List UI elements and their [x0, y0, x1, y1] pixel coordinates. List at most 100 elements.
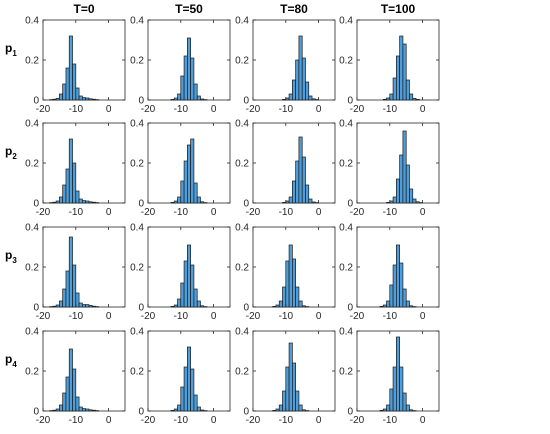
- svg-text:p1: p1: [5, 41, 17, 58]
- histogram-bar: [402, 130, 407, 204]
- x-tick-label: -10: [174, 104, 189, 115]
- histogram-bar: [55, 304, 60, 308]
- histogram-bar: [295, 390, 300, 412]
- histogram-bar: [382, 99, 387, 101]
- x-tick-label: 0: [420, 207, 426, 218]
- histogram-panel: -20 -10 0 0 0.2 0.4: [25, 327, 126, 426]
- y-tick-label: 0.4: [25, 327, 39, 338]
- x-tick-label: -20: [36, 415, 51, 426]
- histogram-bar: [88, 201, 93, 204]
- histogram-bar: [65, 270, 70, 308]
- histogram-bar: [170, 202, 175, 204]
- y-tick-label: 0.4: [25, 119, 39, 130]
- histogram-bar: [301, 156, 306, 204]
- histogram-bar: [75, 292, 80, 308]
- x-tick-label: -10: [279, 415, 294, 426]
- histogram-bar: [402, 288, 407, 308]
- row-label: p4: [5, 352, 17, 369]
- histogram-bar: [379, 410, 384, 412]
- histogram-bar: [193, 394, 198, 412]
- y-tick-label: 0: [347, 407, 353, 418]
- axes-box: [42, 226, 126, 308]
- histogram-bar: [196, 406, 201, 412]
- histogram-bar: [52, 201, 57, 204]
- y-tick-label: 0.4: [235, 223, 249, 234]
- histogram-bar: [78, 406, 83, 412]
- x-tick-label: -10: [279, 207, 294, 218]
- y-tick-label: 0: [33, 303, 39, 314]
- y-tick-label: 0: [33, 199, 39, 210]
- histogram-panel: -20 -10 0 0 0.2 0.4: [25, 223, 126, 322]
- y-tick-label: 0.2: [25, 367, 39, 378]
- y-tick-label: 0.4: [339, 223, 353, 234]
- y-tick-label: 0: [243, 407, 249, 418]
- histogram-bar: [389, 284, 394, 308]
- histogram-bar: [170, 99, 175, 101]
- histogram-bar: [88, 98, 93, 101]
- y-tick-label: 0.4: [25, 16, 39, 27]
- histogram-bar: [285, 200, 290, 204]
- svg-text:p2: p2: [5, 144, 17, 161]
- histogram-bar: [282, 390, 287, 412]
- histogram-bar: [190, 57, 195, 101]
- histogram-bar: [200, 201, 205, 204]
- histogram-panel: -20 -10 0 0 0.2 0.4: [339, 327, 440, 426]
- histogram-bar: [196, 196, 201, 204]
- histogram-bar: [298, 136, 303, 204]
- x-tick-label: -20: [141, 415, 156, 426]
- histogram-bar: [288, 244, 293, 308]
- y-tick-label: 0.2: [130, 159, 144, 170]
- histogram-panel: -20 -10 0 0 0.2 0.4: [235, 16, 336, 115]
- x-tick-label: 0: [106, 207, 112, 218]
- histogram-bar: [55, 98, 60, 101]
- x-tick-label: -20: [246, 311, 261, 322]
- histogram-panel: -20 -10 0 0 0.2 0.4: [339, 16, 440, 115]
- histogram-bar: [272, 410, 277, 412]
- histogram-bar: [386, 97, 391, 101]
- y-tick-label: 0.2: [235, 367, 249, 378]
- x-tick-label: 0: [316, 104, 322, 115]
- row-label: p1: [5, 41, 17, 58]
- histogram-panel: -20 -10 0 0 0.2 0.4: [130, 16, 231, 115]
- histogram-bar: [288, 196, 293, 204]
- histogram-bar: [305, 81, 310, 101]
- histogram-bar: [200, 305, 205, 308]
- y-tick-label: 0.2: [130, 263, 144, 274]
- x-tick-label: 0: [211, 311, 217, 322]
- histogram-bar: [405, 164, 410, 204]
- histogram-panel: -20 -10 0 0 0.2 0.4: [130, 327, 231, 426]
- histogram-bar: [68, 348, 73, 412]
- y-tick-label: 0.2: [235, 56, 249, 67]
- row-label-subscript: 4: [12, 360, 17, 369]
- histogram-bar: [298, 35, 303, 101]
- histogram-bar: [386, 300, 391, 308]
- histogram-bar: [173, 304, 178, 308]
- histogram-bar: [285, 97, 290, 101]
- histogram-bar: [285, 366, 290, 412]
- x-tick-label: 0: [316, 311, 322, 322]
- x-tick-label: 0: [106, 415, 112, 426]
- histogram-bar: [415, 201, 420, 204]
- row-label-base: p: [5, 352, 12, 366]
- x-tick-label: 0: [106, 311, 112, 322]
- histogram-bar: [405, 79, 410, 101]
- histogram-bar: [180, 282, 185, 308]
- y-tick-label: 0.2: [25, 159, 39, 170]
- histogram-bar: [82, 97, 86, 101]
- histogram-panel: -20 -10 0 0 0.2 0.4: [339, 223, 440, 322]
- histogram-bar: [62, 392, 67, 412]
- y-tick-label: 0.4: [25, 223, 39, 234]
- histogram-bar: [412, 198, 417, 204]
- y-tick-label: 0.4: [130, 327, 144, 338]
- histogram-bar: [187, 346, 191, 412]
- histogram-bar: [52, 305, 57, 308]
- histogram-bar: [308, 198, 313, 204]
- histogram-bar: [59, 196, 64, 204]
- x-tick-label: 0: [211, 415, 217, 426]
- histogram-bar: [392, 264, 397, 308]
- histogram-bar: [405, 404, 410, 412]
- histogram-bar: [59, 404, 64, 412]
- histogram-bar: [177, 93, 182, 101]
- histogram-panel: -20 -10 0 0 0.2 0.4: [130, 223, 231, 322]
- x-tick-label: -10: [69, 104, 84, 115]
